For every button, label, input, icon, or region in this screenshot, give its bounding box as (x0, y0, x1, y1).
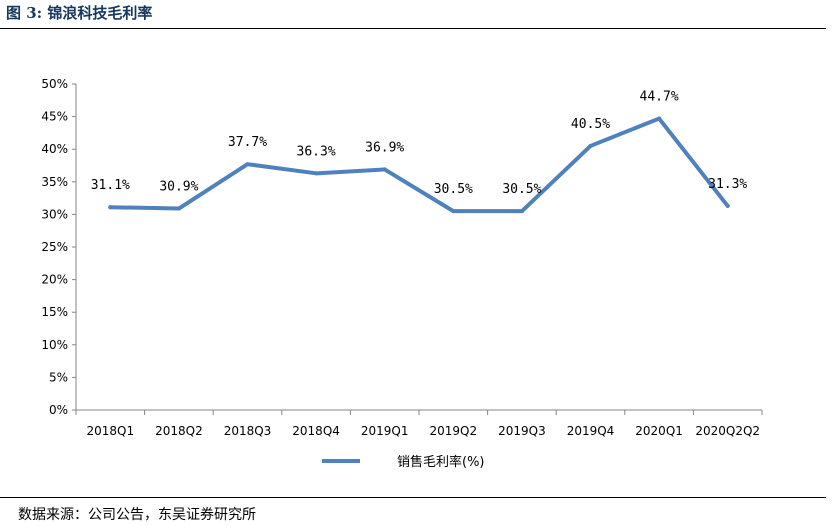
y-tick-label: 35% (41, 175, 68, 189)
chart-series (108, 116, 730, 214)
x-tick-label: 2019Q2 (429, 424, 477, 438)
data-label: 37.7% (228, 135, 267, 150)
data-point (245, 162, 250, 167)
data-point (725, 203, 730, 208)
data-point (657, 116, 662, 121)
x-tick-label: 2018Q4 (292, 424, 340, 438)
data-point (519, 209, 524, 214)
y-tick-label: 15% (41, 305, 68, 319)
y-tick-label: 0% (49, 403, 68, 417)
y-tick-label: 10% (41, 338, 68, 352)
x-tick-label: 2019Q4 (567, 424, 615, 438)
data-label: 30.5% (434, 182, 473, 197)
y-tick-label: 50% (41, 77, 68, 91)
figure-title: 图 3: 锦浪科技毛利率 (6, 4, 153, 22)
data-label: 31.3% (708, 177, 747, 192)
y-axis-ticks: 0% 5% 10% 15% 20% 25% 30% 35% 40% 45% 50% (41, 77, 76, 417)
x-tick-label: 2019Q3 (498, 424, 546, 438)
data-point (588, 143, 593, 148)
bottom-divider (0, 497, 826, 498)
x-tick-label: 2020Q2Q2 (695, 424, 760, 438)
series-line (108, 116, 730, 214)
data-label: 40.5% (571, 117, 610, 132)
data-point (108, 205, 113, 210)
data-label: 31.1% (91, 178, 130, 193)
y-tick-label: 30% (41, 207, 68, 221)
data-point (451, 209, 456, 214)
chart-legend: 销售毛利率(%) (322, 454, 485, 470)
chart-axes (75, 84, 762, 411)
data-label: 30.9% (159, 180, 198, 195)
x-axis-ticks: 2018Q1 2018Q2 2018Q3 2018Q4 2019Q1 2019Q2 2019… (75, 410, 763, 438)
y-tick-label: 45% (41, 110, 68, 124)
data-point (314, 171, 319, 176)
x-tick-label: 2018Q1 (86, 424, 134, 438)
x-tick-label: 2019Q1 (361, 424, 409, 438)
y-tick-label: 40% (41, 142, 68, 156)
data-point (382, 167, 387, 172)
y-tick-label: 20% (41, 273, 68, 287)
x-tick-label: 2018Q2 (155, 424, 203, 438)
data-label: 30.5% (502, 182, 541, 197)
data-label: 36.9% (365, 140, 404, 155)
data-label: 44.7% (640, 90, 679, 105)
data-label: 36.3% (297, 144, 336, 159)
data-labels: 31.1% 30.9% 37.7% 36.3% 36.9% 30.5% 30.5% 40.5%… (91, 90, 748, 198)
x-tick-label: 2020Q1 (635, 424, 683, 438)
data-point (176, 206, 181, 211)
source-note: 数据来源：公司公告，东吴证券研究所 (18, 507, 256, 523)
x-tick-label: 2018Q3 (224, 424, 272, 438)
legend-label: 销售毛利率(%) (397, 454, 485, 470)
y-tick-label: 25% (41, 240, 68, 254)
top-divider (0, 28, 826, 29)
y-tick-label: 5% (49, 370, 68, 384)
